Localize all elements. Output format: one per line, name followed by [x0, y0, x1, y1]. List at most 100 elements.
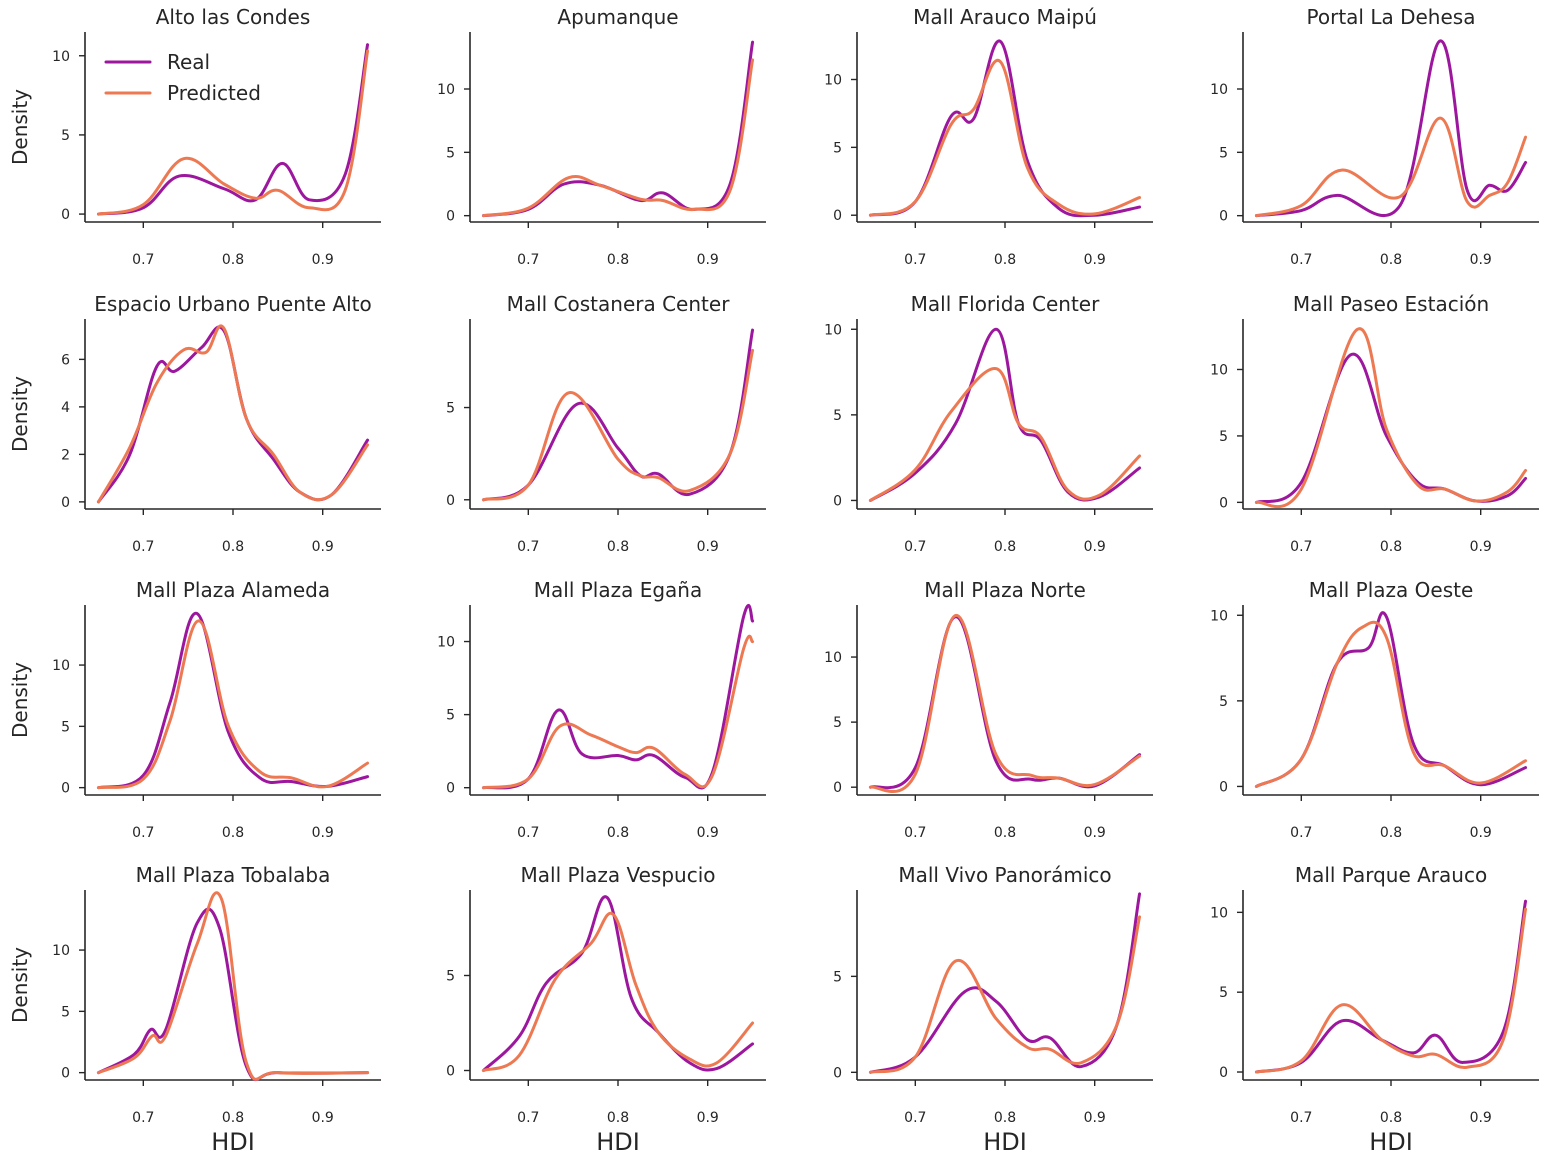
- x-tick-label: 0.7: [904, 1110, 926, 1126]
- y-tick-label: 10: [1210, 608, 1228, 624]
- subplot-title: Mall Vivo Panorámico: [898, 863, 1111, 887]
- y-tick-label: 0: [446, 781, 455, 797]
- x-tick-label: 0.8: [607, 539, 629, 555]
- x-tick-label: 0.8: [1380, 252, 1402, 268]
- subplot-title: Mall Florida Center: [911, 292, 1100, 316]
- y-tick-label: 5: [833, 408, 842, 424]
- y-tick-label: 0: [1219, 779, 1228, 795]
- subplot-title: Mall Costanera Center: [507, 292, 731, 316]
- predicted-density-line: [868, 58, 1142, 217]
- x-tick-label: 0.7: [517, 1110, 539, 1126]
- real-density-line: [1254, 611, 1528, 788]
- subplot: Mall Plaza Tobalaba 0 5 10 0.7 0.8 0.9 Density H…: [8, 863, 381, 1156]
- y-tick-label: 0: [1219, 209, 1228, 225]
- y-tick-label: 5: [833, 715, 842, 731]
- x-tick-label: 0.7: [517, 539, 539, 555]
- x-tick-label: 0.9: [312, 539, 334, 555]
- subplot-title: Mall Plaza Norte: [924, 578, 1086, 602]
- y-tick-label: 0: [446, 493, 455, 509]
- y-tick-label: 5: [61, 1004, 70, 1020]
- x-tick-label: 0.9: [1084, 1110, 1106, 1126]
- x-axis-label: HDI: [596, 1128, 640, 1156]
- x-tick-label: 0.8: [222, 1110, 244, 1126]
- y-tick-label: 0: [61, 1066, 70, 1082]
- x-tick-label: 0.8: [1380, 1110, 1402, 1126]
- predicted-density-line: [481, 348, 755, 502]
- predicted-density-line: [868, 367, 1142, 502]
- subplot: Mall Arauco Maipú 0 5 10 0.7 0.8 0.9: [824, 5, 1153, 268]
- real-density-line: [96, 325, 370, 504]
- y-tick-label: 0: [61, 781, 70, 797]
- y-axis-label: Density: [8, 662, 32, 738]
- x-tick-label: 0.7: [517, 825, 539, 841]
- y-tick-label: 10: [1210, 362, 1228, 378]
- subplot: Mall Vivo Panorámico 0 5 0.7 0.8 0.9 HDI: [833, 863, 1153, 1156]
- x-tick-label: 0.8: [994, 252, 1016, 268]
- y-tick-label: 5: [446, 708, 455, 724]
- subplot: Espacio Urbano Puente Alto 0 2 4 6 0.7 0.8 0.9 D…: [8, 292, 381, 555]
- subplot: Portal La Dehesa 0 5 10 0.7 0.8 0.9: [1210, 5, 1539, 268]
- subplot-title: Espacio Urbano Puente Alto: [94, 292, 371, 316]
- y-tick-label: 5: [1219, 429, 1228, 445]
- subplot-title: Alto las Condes: [156, 5, 311, 29]
- subplot-title: Mall Plaza Egaña: [534, 578, 703, 602]
- x-axis-label: HDI: [1369, 1128, 1413, 1156]
- subplot-title: Mall Plaza Tobalaba: [136, 863, 331, 887]
- y-tick-label: 0: [61, 207, 70, 223]
- y-tick-label: 0: [61, 495, 70, 511]
- y-tick-label: 10: [52, 49, 70, 65]
- predicted-density-line: [96, 891, 370, 1081]
- x-tick-label: 0.7: [1290, 539, 1312, 555]
- x-axis-label: HDI: [211, 1128, 255, 1156]
- x-tick-label: 0.8: [222, 539, 244, 555]
- x-tick-label: 0.9: [697, 1110, 719, 1126]
- y-tick-label: 10: [1210, 82, 1228, 98]
- legend-label: Predicted: [167, 81, 261, 105]
- subplot: Apumanque 0 5 10 0.7 0.8 0.9: [437, 5, 766, 268]
- subplot: Alto las Condes 0 5 10 0.7 0.8 0.9 Density Real P…: [8, 5, 381, 268]
- y-tick-label: 0: [833, 493, 842, 509]
- y-tick-label: 0: [1219, 495, 1228, 511]
- y-tick-label: 2: [61, 447, 70, 463]
- predicted-density-line: [481, 58, 755, 218]
- subplot: Mall Plaza Vespucio 0 5 0.7 0.8 0.9 HDI: [446, 863, 766, 1156]
- x-tick-label: 0.8: [994, 825, 1016, 841]
- legend: Real Predicted: [104, 50, 261, 105]
- y-tick-label: 10: [824, 650, 842, 666]
- x-tick-label: 0.7: [904, 539, 926, 555]
- predicted-density-line: [1254, 907, 1528, 1074]
- x-tick-label: 0.7: [1290, 252, 1312, 268]
- real-density-line: [481, 328, 755, 502]
- y-tick-label: 5: [446, 401, 455, 417]
- subplot-title: Mall Plaza Alameda: [136, 578, 330, 602]
- x-axis-label: HDI: [983, 1128, 1027, 1156]
- y-tick-label: 6: [61, 352, 70, 368]
- subplot-title: Mall Parque Arauco: [1295, 863, 1487, 887]
- y-tick-label: 5: [61, 128, 70, 144]
- x-tick-label: 0.9: [312, 1110, 334, 1126]
- y-tick-label: 5: [833, 969, 842, 985]
- y-tick-label: 0: [833, 208, 842, 224]
- x-tick-label: 0.8: [607, 1110, 629, 1126]
- y-tick-label: 5: [833, 140, 842, 156]
- real-density-line: [96, 612, 370, 790]
- subplot-title: Mall Plaza Vespucio: [521, 863, 716, 887]
- x-tick-label: 0.8: [607, 252, 629, 268]
- x-tick-label: 0.9: [697, 252, 719, 268]
- predicted-density-line: [96, 49, 370, 216]
- x-tick-label: 0.9: [1470, 825, 1492, 841]
- x-tick-label: 0.9: [1470, 1110, 1492, 1126]
- real-density-line: [481, 604, 755, 790]
- x-tick-label: 0.7: [517, 252, 539, 268]
- predicted-density-line: [1254, 327, 1528, 509]
- x-tick-label: 0.9: [1084, 539, 1106, 555]
- x-tick-label: 0.8: [222, 252, 244, 268]
- x-tick-label: 0.8: [607, 825, 629, 841]
- legend-label: Real: [167, 50, 210, 74]
- x-tick-label: 0.9: [697, 539, 719, 555]
- predicted-density-line: [96, 324, 370, 504]
- predicted-density-line: [868, 613, 1142, 794]
- real-density-line: [1254, 352, 1528, 504]
- real-density-line: [481, 895, 755, 1072]
